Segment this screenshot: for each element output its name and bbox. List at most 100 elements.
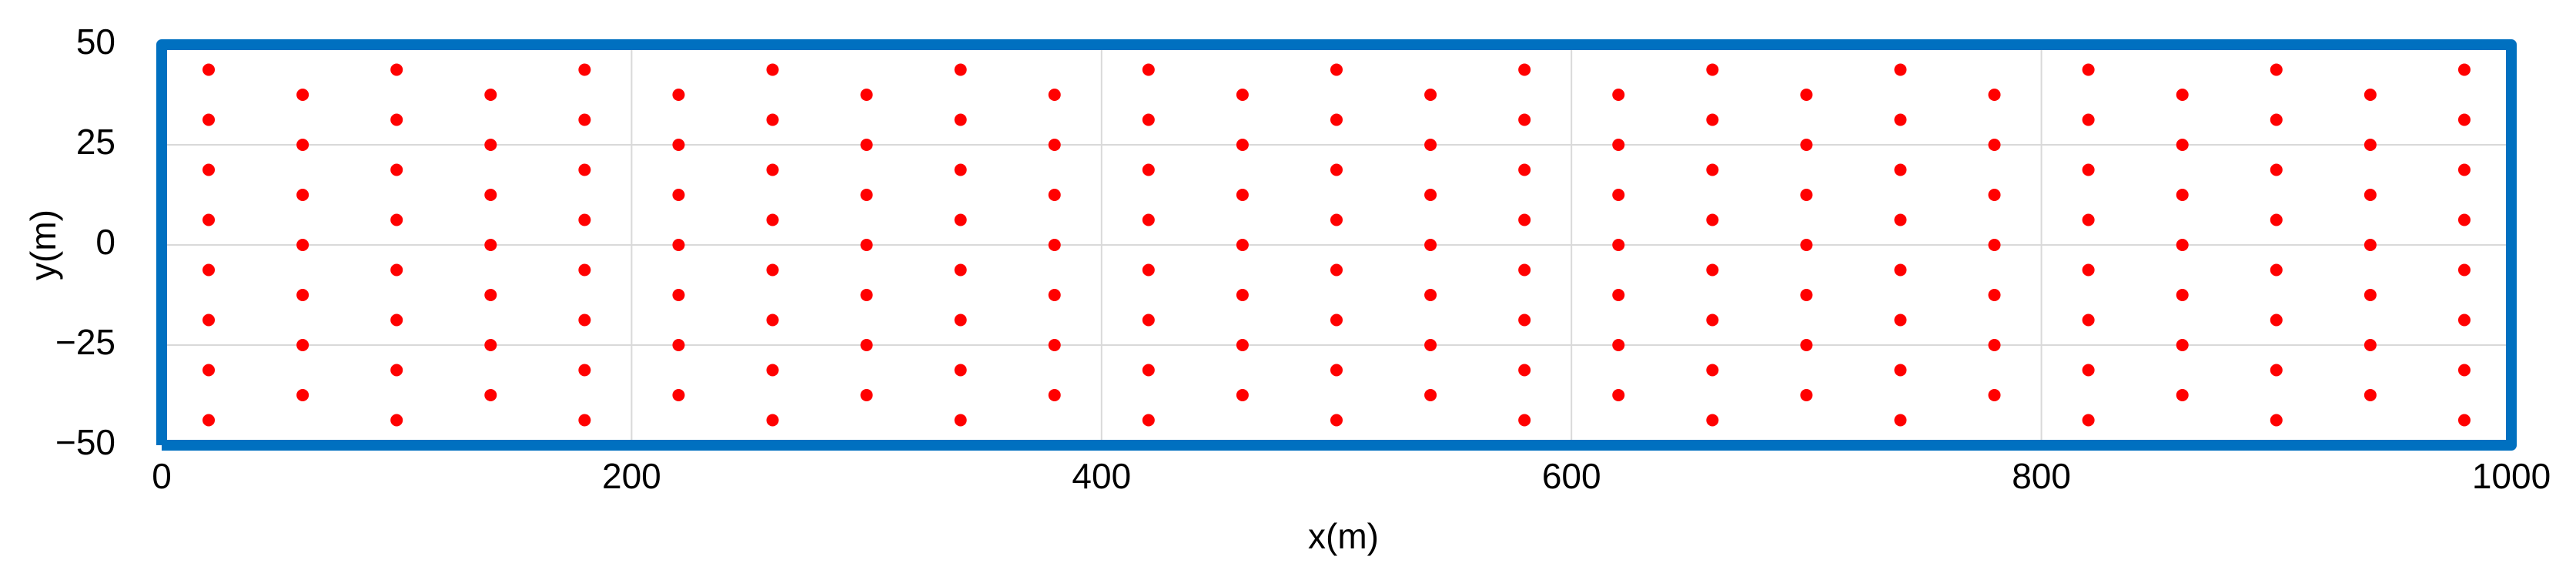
x-tick-label: 400 <box>1072 456 1131 496</box>
point <box>860 239 873 251</box>
point <box>2270 414 2283 427</box>
x-tick-label: 800 <box>2012 456 2071 496</box>
point <box>202 213 216 226</box>
point <box>766 213 779 226</box>
point <box>672 189 685 201</box>
point <box>1142 63 1155 76</box>
point <box>484 239 497 251</box>
point <box>1330 364 1343 377</box>
point <box>1800 289 1813 301</box>
y-tick-label: 0 <box>95 222 115 262</box>
point <box>860 139 873 151</box>
point <box>484 389 497 401</box>
point <box>390 163 403 176</box>
x-tick-label: 0 <box>152 456 172 496</box>
point <box>1424 389 1437 401</box>
point <box>1612 389 1625 401</box>
point <box>766 263 779 277</box>
point <box>1330 213 1343 226</box>
point <box>2457 213 2471 226</box>
point <box>390 113 403 126</box>
y-tick-label: −25 <box>55 322 115 362</box>
point <box>1424 189 1437 201</box>
point <box>2176 289 2189 301</box>
point <box>1988 189 2001 201</box>
point <box>2457 313 2471 327</box>
point <box>578 113 591 126</box>
point <box>1142 213 1155 226</box>
point <box>2270 163 2283 176</box>
point <box>1894 263 1907 277</box>
point <box>954 63 967 76</box>
point <box>954 414 967 427</box>
point <box>390 414 403 427</box>
point <box>2364 139 2377 151</box>
point <box>860 189 873 201</box>
point <box>1894 313 1907 327</box>
point <box>1706 163 1719 176</box>
point <box>484 189 497 201</box>
point <box>954 313 967 327</box>
point <box>1424 239 1437 251</box>
point <box>1330 163 1343 176</box>
point <box>2270 364 2283 377</box>
point <box>1800 139 1813 151</box>
point <box>1800 89 1813 101</box>
point <box>1236 239 1249 251</box>
point <box>1800 339 1813 351</box>
point <box>1988 389 2001 401</box>
point <box>2176 89 2189 101</box>
point <box>2176 189 2189 201</box>
point <box>1612 139 1625 151</box>
point <box>1894 113 1907 126</box>
point <box>202 263 216 277</box>
point <box>2082 263 2095 277</box>
point <box>2364 239 2377 251</box>
point <box>1424 89 1437 101</box>
point <box>578 213 591 226</box>
point <box>202 414 216 427</box>
point <box>202 63 216 76</box>
point <box>1330 414 1343 427</box>
point <box>1142 163 1155 176</box>
point <box>1142 113 1155 126</box>
point <box>1518 213 1531 226</box>
point <box>2176 339 2189 351</box>
y-axis-label: y(m) <box>23 210 63 280</box>
point <box>1706 113 1719 126</box>
point <box>1612 339 1625 351</box>
point <box>296 289 309 301</box>
point <box>954 263 967 277</box>
point <box>766 364 779 377</box>
point <box>484 139 497 151</box>
point <box>2457 263 2471 277</box>
point <box>1424 139 1437 151</box>
point <box>1988 139 2001 151</box>
point <box>954 113 967 126</box>
point <box>1518 313 1531 327</box>
point <box>2457 364 2471 377</box>
point <box>578 313 591 327</box>
point <box>2270 263 2283 277</box>
point <box>1518 263 1531 277</box>
point <box>1048 239 1061 251</box>
point <box>1800 389 1813 401</box>
point <box>2457 414 2471 427</box>
point <box>1142 364 1155 377</box>
point <box>766 163 779 176</box>
point <box>1330 63 1343 76</box>
point <box>1048 289 1061 301</box>
point <box>2364 389 2377 401</box>
point <box>296 339 309 351</box>
point <box>1424 339 1437 351</box>
point <box>1518 163 1531 176</box>
point <box>578 263 591 277</box>
point <box>1518 113 1531 126</box>
point <box>1330 263 1343 277</box>
point <box>390 313 403 327</box>
point <box>1706 364 1719 377</box>
point <box>1236 339 1249 351</box>
point <box>2457 113 2471 126</box>
point <box>296 189 309 201</box>
point <box>672 289 685 301</box>
